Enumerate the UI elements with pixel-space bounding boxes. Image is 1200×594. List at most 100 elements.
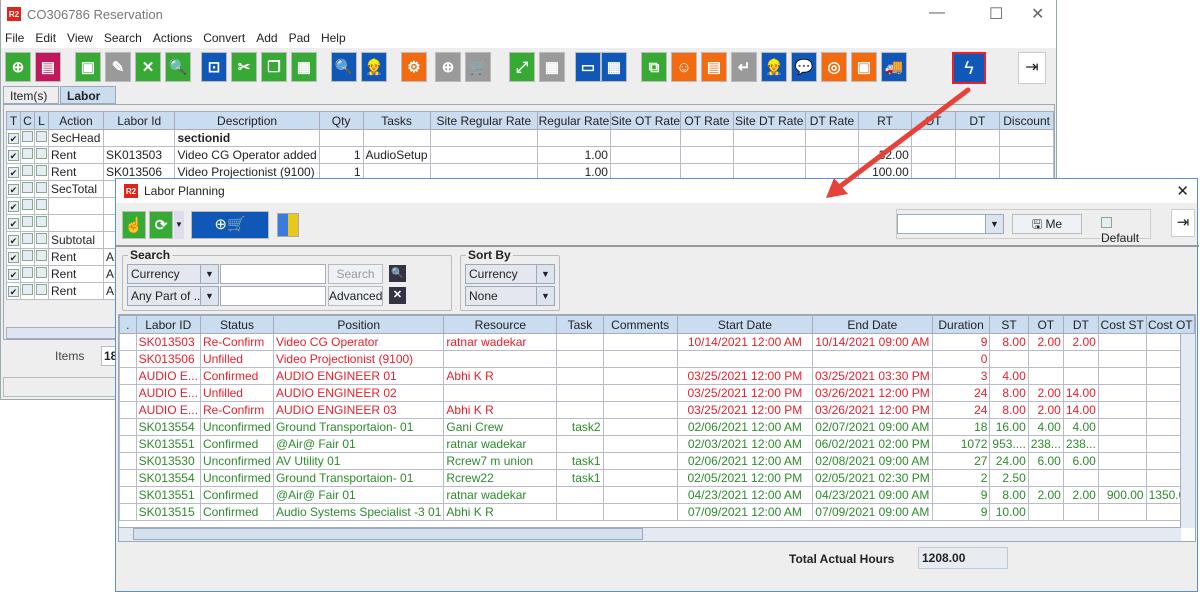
l-checkbox[interactable] — [36, 199, 47, 210]
position-cell[interactable]: Ground Transportaion- 01 — [272, 469, 445, 487]
chat-zero-button[interactable]: 💬 — [791, 52, 817, 82]
l-checkbox[interactable] — [36, 131, 47, 142]
start-date-cell[interactable]: 03/25/2021 12:00 PM — [676, 401, 813, 419]
menu-edit[interactable]: Edit — [35, 31, 57, 45]
resource-cell[interactable]: Rcrew22 — [443, 469, 558, 487]
checkbox-cell[interactable] — [34, 146, 49, 164]
table-row[interactable]: ✔ SecHead sectionid — [6, 129, 1054, 147]
labor-id-cell[interactable]: SK013530 — [135, 452, 201, 470]
checkbox-cell[interactable]: ✔ — [6, 197, 21, 215]
checkbox-cell[interactable] — [20, 265, 35, 283]
org-chart-button[interactable]: ⧉ — [641, 52, 667, 82]
column-header[interactable]: DT Rate — [804, 111, 860, 130]
menu-add[interactable]: Add — [256, 31, 278, 45]
empty-cell[interactable] — [609, 163, 682, 181]
duration-cell[interactable]: 9 — [931, 486, 991, 504]
status-cell[interactable]: Confirmed — [199, 435, 274, 453]
empty-cell[interactable] — [804, 146, 860, 164]
resource-cell[interactable]: ratnar wadekar — [443, 435, 558, 453]
labor-id-cell[interactable]: SK013554 — [135, 418, 201, 436]
dt-cell[interactable] — [1062, 503, 1099, 521]
column-header[interactable]: DT — [1062, 315, 1099, 334]
ot-cell[interactable]: 2.00 — [1027, 384, 1064, 402]
tab-items[interactable]: Item(s) — [3, 86, 59, 104]
empty-cell[interactable] — [732, 146, 806, 164]
refresh-dropdown[interactable]: ▼ — [174, 211, 184, 239]
column-header[interactable]: Comments — [602, 315, 678, 334]
l-checkbox[interactable] — [36, 233, 47, 244]
checkbox-cell[interactable] — [34, 163, 49, 181]
c-checkbox[interactable] — [22, 233, 33, 244]
position-cell[interactable]: Ground Transportaion- 01 — [272, 418, 445, 436]
description-cell[interactable]: Video Projectionist (9100) — [174, 163, 320, 181]
action-cell[interactable]: Subtotal — [48, 231, 104, 249]
c-checkbox[interactable] — [22, 148, 33, 159]
table-row[interactable]: SK013506 Unfilled Video Projectionist (910… — [119, 350, 1195, 368]
task-cell[interactable] — [556, 401, 604, 419]
table-row[interactable]: SK013554 Unconfirmed Ground Transportaion-… — [119, 469, 1195, 487]
status-cell[interactable]: Confirmed — [199, 503, 274, 521]
action-cell[interactable]: SecHead — [48, 129, 104, 147]
labor_id-cell[interactable] — [102, 129, 176, 147]
checkbox-cell[interactable] — [20, 129, 35, 147]
return-button[interactable]: ↵ — [731, 52, 757, 82]
checkbox-cell[interactable] — [34, 214, 49, 232]
menu-search[interactable]: Search — [103, 31, 142, 45]
ot-cell[interactable]: 238... — [1027, 435, 1064, 453]
dt-cell[interactable] — [1062, 367, 1099, 385]
resource-cell[interactable]: Abhi K R — [443, 401, 558, 419]
duration-cell[interactable]: 24 — [931, 384, 991, 402]
end-date-cell[interactable]: 04/23/2021 09:00 AM — [811, 486, 933, 504]
empty-cell[interactable] — [910, 129, 956, 147]
checkbox-cell[interactable] — [34, 248, 49, 266]
ot-cell[interactable] — [1027, 350, 1064, 368]
resource-cell[interactable]: Gani Crew — [443, 418, 558, 436]
resource-cell[interactable]: Abhi K R — [443, 367, 558, 385]
close-button[interactable]: ✕ — [1031, 6, 1045, 23]
ot-cell[interactable] — [1027, 503, 1064, 521]
labor-id-cell[interactable]: SK013551 — [135, 435, 201, 453]
action-cell[interactable]: Rent — [48, 248, 104, 266]
checkbox-cell[interactable] — [20, 180, 35, 198]
comments-cell[interactable] — [602, 384, 678, 402]
t-checkbox[interactable]: ✔ — [8, 235, 19, 246]
position-cell[interactable]: Video CG Operator — [272, 333, 445, 351]
empty-cell[interactable] — [954, 146, 1001, 164]
ot-cell[interactable]: 6.00 — [1027, 452, 1064, 470]
st-cell[interactable]: 953.... — [989, 435, 1029, 453]
comments-cell[interactable] — [602, 418, 678, 436]
ot-cell[interactable]: 4.00 — [1027, 418, 1064, 436]
table-row[interactable]: SK013551 Confirmed @Air@ Fair 01 ratnar wad… — [119, 486, 1195, 504]
status-cell[interactable]: Confirmed — [199, 486, 274, 504]
c-checkbox[interactable] — [22, 199, 33, 210]
empty-cell[interactable] — [999, 129, 1054, 147]
comments-cell[interactable] — [602, 452, 678, 470]
qty-cell[interactable] — [318, 129, 364, 147]
start-date-cell[interactable]: 04/23/2021 12:00 AM — [676, 486, 813, 504]
empty-cell[interactable] — [609, 129, 682, 147]
description-cell[interactable]: sectionid — [174, 129, 320, 147]
--cell[interactable] — [119, 401, 137, 419]
column-header[interactable]: Action — [48, 111, 104, 130]
labor-id-cell[interactable]: SK013551 — [135, 486, 201, 504]
c-checkbox[interactable] — [22, 284, 33, 295]
--cell[interactable] — [119, 350, 137, 368]
labor_id-cell[interactable]: SK013506 — [102, 163, 176, 181]
labor_id-cell[interactable]: SK013503 — [102, 146, 176, 164]
end-date-cell[interactable]: 10/14/2021 09:00 AM — [811, 333, 933, 351]
column-header[interactable]: C — [20, 111, 35, 130]
task-cell[interactable] — [556, 435, 604, 453]
cost-st-cell[interactable] — [1097, 367, 1147, 385]
status-cell[interactable]: Unconfirmed — [199, 469, 274, 487]
advanced-button[interactable]: Advanced — [328, 286, 383, 306]
t-checkbox[interactable]: ✔ — [8, 201, 19, 212]
dt-cell[interactable] — [1062, 350, 1099, 368]
dt-cell[interactable]: 2.00 — [1062, 333, 1099, 351]
copy-button[interactable]: ❐ — [261, 52, 287, 82]
duration-cell[interactable]: 0 — [931, 350, 991, 368]
duration-cell[interactable]: 9 — [931, 503, 991, 521]
cost-st-cell[interactable] — [1097, 350, 1147, 368]
empty-cell[interactable] — [429, 129, 539, 147]
column-header[interactable]: Tasks — [362, 111, 431, 130]
empty-cell[interactable] — [732, 163, 806, 181]
